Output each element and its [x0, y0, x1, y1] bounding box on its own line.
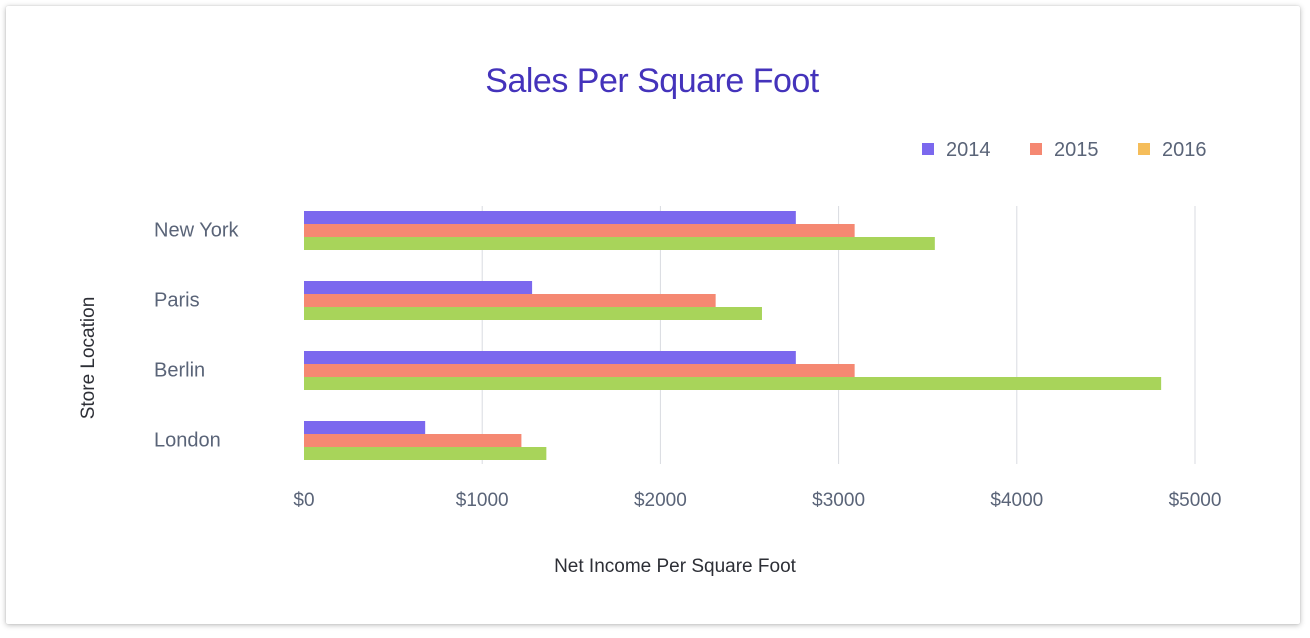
x-tick-label: $5000	[1169, 490, 1222, 511]
bars	[304, 211, 1162, 460]
category-labels: New York Paris Berlin London	[154, 220, 239, 452]
legend-label: 2016	[1162, 139, 1207, 161]
bar-2014	[304, 281, 533, 294]
bar-2014	[304, 421, 426, 434]
y-axis-title: Store Location	[78, 297, 99, 420]
legend-label: 2014	[946, 139, 991, 161]
bar-2015	[304, 434, 522, 447]
bar-chart: Sales Per Square Foot 2014 2015 2016 New Y…	[78, 62, 1221, 577]
bar-2016	[304, 307, 762, 320]
x-tick-label: $0	[293, 490, 314, 511]
bar-2014	[304, 351, 796, 364]
legend-swatch-2014	[922, 143, 934, 155]
bar-2015	[304, 364, 855, 377]
x-tick-label: $1000	[456, 490, 509, 511]
x-axis-title: Net Income Per Square Foot	[554, 556, 797, 577]
x-tick-label: $3000	[812, 490, 865, 511]
bar-2015	[304, 224, 855, 237]
legend: 2014 2015 2016	[922, 139, 1207, 161]
category-label: Berlin	[154, 360, 205, 382]
x-tick-labels: $0 $1000 $2000 $3000 $4000 $5000	[293, 490, 1221, 511]
legend-swatch-2015	[1030, 143, 1042, 155]
chart-card: Sales Per Square Foot 2014 2015 2016 New Y…	[6, 6, 1300, 624]
category-label: Paris	[154, 290, 200, 312]
x-tick-label: $2000	[634, 490, 687, 511]
category-label: London	[154, 430, 221, 452]
category-label: New York	[154, 220, 239, 242]
legend-swatch-2016	[1138, 143, 1150, 155]
bar-2016	[304, 447, 547, 460]
x-tick-label: $4000	[990, 490, 1043, 511]
bar-2014	[304, 211, 796, 224]
bar-2016	[304, 377, 1162, 390]
legend-label: 2015	[1054, 139, 1099, 161]
bar-2015	[304, 294, 716, 307]
bar-2016	[304, 237, 935, 250]
chart-title: Sales Per Square Foot	[485, 62, 820, 100]
